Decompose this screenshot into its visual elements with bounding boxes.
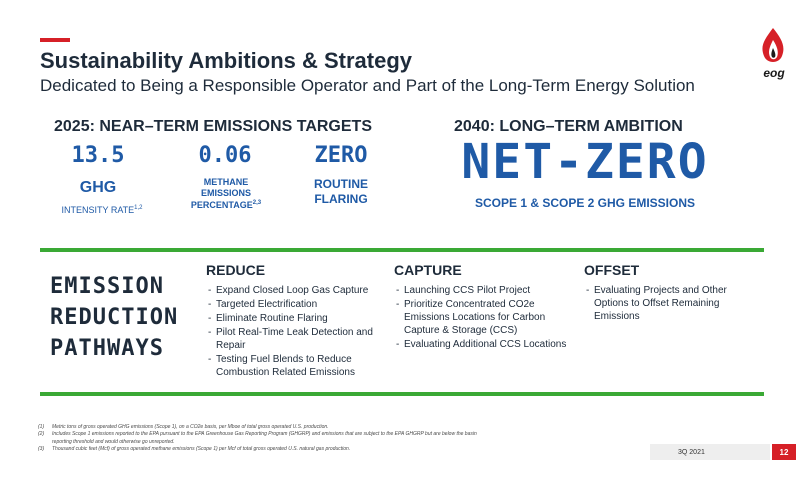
- reduce-heading: REDUCE: [206, 262, 266, 278]
- pathways-title: EMISSION REDUCTION PATHWAYS: [50, 272, 178, 364]
- intensity-rate-label: INTENSITY RATE1,2: [61, 205, 143, 215]
- list-item: Launching CCS Pilot Project: [394, 284, 574, 297]
- page-subtitle: Dedicated to Being a Responsible Operato…: [40, 76, 695, 95]
- footnote: (2) Includes Scope 1 emissions reported t…: [38, 431, 478, 446]
- offset-column: OFFSET Evaluating Projects and Other Opt…: [584, 262, 764, 324]
- eog-flame-logo-icon: [762, 28, 784, 62]
- routine-flaring-label: ROUTINE FLARING: [302, 177, 380, 207]
- list-item: Evaluating Projects and Other Options to…: [584, 284, 764, 323]
- footnote-number: (2): [38, 431, 45, 438]
- methane-label-line: METHANE: [203, 177, 249, 187]
- offset-heading: OFFSET: [584, 262, 640, 278]
- footnotes: (1) Metric tons of gross operated GHG emi…: [38, 424, 478, 453]
- list-item: Expand Closed Loop Gas Capture: [206, 284, 386, 297]
- list-item: Eliminate Routine Flaring: [206, 312, 386, 325]
- capture-column: CAPTURE Launching CCS Pilot Project Prio…: [394, 262, 574, 352]
- reduce-column: REDUCE Expand Closed Loop Gas Capture Ta…: [206, 262, 386, 380]
- list-item: Evaluating Additional CCS Locations: [394, 338, 574, 351]
- footnote: (3) Thousand cubic feet (Mcf) of gross op…: [38, 446, 478, 453]
- flaring-label-line: FLARING: [314, 192, 368, 206]
- ghg-intensity-value: 13.5: [71, 143, 125, 168]
- flaring-label-line: ROUTINE: [314, 177, 368, 191]
- capture-list: Launching CCS Pilot Project Prioritize C…: [394, 284, 574, 351]
- footnote-ref: 1,2: [134, 205, 143, 211]
- footnote-number: (3): [38, 445, 45, 452]
- pathways-title-line: REDUCTION: [50, 304, 179, 330]
- ghg-label: GHG: [79, 179, 117, 196]
- footnote-text: Includes Scope 1 emissions reported to t…: [52, 431, 477, 445]
- footnote: (1) Metric tons of gross operated GHG emi…: [38, 424, 478, 431]
- scope-label: SCOPE 1 & SCOPE 2 GHG EMISSIONS: [474, 196, 696, 210]
- methane-label-line: PERCENTAGE2,3: [190, 199, 262, 210]
- page-number: 12: [772, 444, 796, 460]
- divider-top: [40, 248, 764, 252]
- list-item: Targeted Electrification: [206, 298, 386, 311]
- net-zero-value: NET-ZERO: [461, 134, 709, 190]
- page-title: Sustainability Ambitions & Strategy: [40, 48, 413, 73]
- footnote-text: Thousand cubic feet (Mcf) of gross opera…: [52, 445, 351, 452]
- period-label: 3Q 2021: [650, 444, 770, 460]
- methane-emissions-label: METHANE EMISSIONS PERCENTAGE2,3: [178, 177, 274, 211]
- list-item: Testing Fuel Blends to Reduce Combustion…: [206, 353, 386, 379]
- near-term-heading: 2025: NEAR–TERM EMISSIONS TARGETS: [54, 118, 372, 135]
- pathways-title-line: PATHWAYS: [50, 335, 164, 361]
- title-accent-bar: [40, 38, 70, 42]
- list-item: Prioritize Concentrated CO2e Emissions L…: [394, 298, 574, 337]
- divider-bottom: [40, 392, 764, 396]
- methane-percentage-value: 0.06: [198, 143, 252, 168]
- list-item: Pilot Real-Time Leak Detection and Repai…: [206, 326, 386, 352]
- footnote-text: Metric tons of gross operated GHG emissi…: [52, 424, 329, 430]
- pathways-title-line: EMISSION: [50, 274, 164, 299]
- capture-heading: CAPTURE: [394, 262, 462, 278]
- methane-label-line: EMISSIONS: [200, 188, 251, 199]
- offset-list: Evaluating Projects and Other Options to…: [584, 284, 764, 323]
- footnote-number: (1): [38, 424, 45, 430]
- reduce-list: Expand Closed Loop Gas Capture Targeted …: [206, 284, 386, 379]
- long-term-heading: 2040: LONG–TERM AMBITION: [454, 118, 683, 135]
- routine-flaring-value: ZERO: [314, 143, 368, 168]
- footnote-ref: 2,3: [252, 199, 262, 206]
- logo-wordmark: eog: [763, 66, 785, 80]
